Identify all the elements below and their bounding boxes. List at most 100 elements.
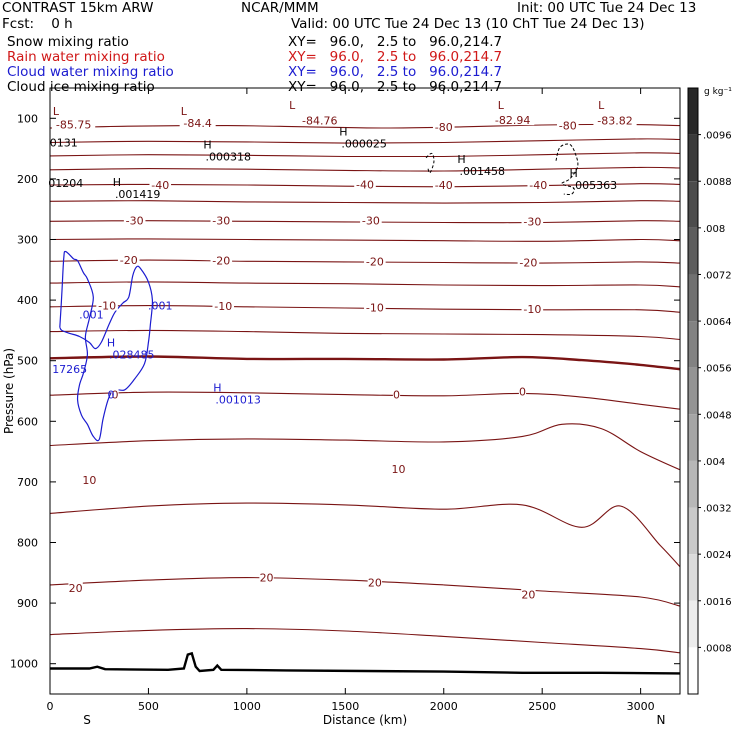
contour-label-bg bbox=[68, 581, 83, 593]
edge-label: 0 bbox=[108, 389, 115, 402]
y-tick-label: 800 bbox=[17, 537, 38, 550]
contour-label: -10 bbox=[523, 303, 541, 316]
contour-label: -30 bbox=[362, 215, 380, 228]
rain-xy: XY= 96.0, 2.5 to 96.0,214.7 bbox=[288, 49, 503, 65]
colorbar-tick-label: .0008 bbox=[703, 643, 732, 654]
contour-label-bg bbox=[111, 388, 119, 400]
x-axis-title: Distance (km) bbox=[323, 713, 407, 727]
contour-label: -80 bbox=[435, 121, 453, 134]
colorbar-swatch bbox=[688, 507, 698, 555]
extremum-value: .005363 bbox=[572, 179, 618, 192]
contour-label-bg bbox=[391, 463, 406, 475]
contour-label-bg bbox=[364, 255, 386, 267]
contour-label-bg bbox=[123, 214, 146, 226]
contour-label: -80 bbox=[559, 120, 577, 133]
colorbar-tick-label: .0064 bbox=[703, 317, 732, 328]
y-axis-title: Pressure (hPa) bbox=[2, 348, 16, 434]
contour-label: -20 bbox=[120, 254, 138, 267]
low-marker: L bbox=[289, 99, 296, 112]
extremum-value: .000025 bbox=[341, 138, 387, 151]
colorbar-swatch bbox=[688, 134, 698, 182]
contour-label-bg bbox=[210, 214, 233, 226]
contour-label: -84.76 bbox=[302, 115, 337, 128]
colorbar-tick-label: .004 bbox=[703, 457, 725, 468]
x-tick-label: 1000 bbox=[233, 700, 261, 713]
colorbar-tick-label: .0072 bbox=[703, 270, 732, 281]
forecast-hour: Fcst: 0 h bbox=[2, 16, 73, 32]
extremum-value: .001419 bbox=[115, 188, 161, 201]
contour-label-bg bbox=[259, 571, 274, 583]
contour-label: -10 bbox=[98, 300, 116, 313]
contour-label-bg bbox=[517, 256, 540, 268]
high-marker: H bbox=[213, 381, 221, 394]
high-marker: H bbox=[113, 176, 121, 189]
contour-label: 0 bbox=[111, 389, 118, 402]
colorbar-tick-label: .0048 bbox=[703, 410, 732, 421]
temperature-contour--70 bbox=[50, 138, 680, 144]
contour-label-bg bbox=[527, 178, 550, 190]
edge-label: 17265 bbox=[52, 363, 87, 376]
contour-label-bg bbox=[364, 301, 386, 313]
high-marker: H bbox=[107, 337, 115, 350]
contour-label-bg bbox=[149, 178, 172, 190]
contour-label: 0 bbox=[519, 386, 526, 399]
temperature-contour-10 bbox=[50, 423, 680, 471]
contour-label-bg bbox=[298, 114, 342, 126]
temperature-contour--80 bbox=[50, 123, 680, 129]
high-marker: H bbox=[339, 126, 347, 139]
snow-xy: XY= 96.0, 2.5 to 96.0,214.7 bbox=[288, 34, 503, 50]
colorbar-unit: g kg⁻¹ bbox=[704, 87, 732, 97]
contour-label-bg bbox=[96, 299, 118, 311]
contour-label-bg bbox=[521, 303, 544, 315]
y-tick-label: 1000 bbox=[10, 658, 38, 671]
colorbar-tick-label: .0032 bbox=[703, 504, 732, 515]
y-tick-label: 600 bbox=[17, 415, 38, 428]
temperature-contour-5 bbox=[50, 391, 680, 410]
colorbar-frame bbox=[687, 87, 699, 695]
x-tick-label: 1500 bbox=[331, 700, 359, 713]
contour-label-bg bbox=[367, 576, 383, 588]
temperature-contour-0 bbox=[50, 355, 680, 371]
cloud-ice-contour-1 bbox=[555, 143, 579, 196]
colorbar-swatch bbox=[688, 367, 698, 415]
high-marker: H bbox=[203, 138, 211, 151]
contour-label-bg bbox=[360, 214, 382, 226]
contour-label: 0 bbox=[393, 389, 400, 402]
rain-label: Rain water mixing ratio bbox=[7, 49, 165, 65]
colorbar-tick-label: .008 bbox=[703, 224, 725, 235]
colorbar-swatch bbox=[688, 600, 698, 648]
temperature-contour--35 bbox=[50, 200, 680, 204]
x-tick-label: 2000 bbox=[430, 700, 458, 713]
contour-label-bg bbox=[82, 474, 97, 486]
valid-time: Valid: 00 UTC Tue 24 Dec 13 (10 ChT Tue … bbox=[291, 16, 645, 32]
contour-label-bg bbox=[521, 588, 536, 600]
cloud-water-label: Cloud water mixing ratio bbox=[7, 64, 174, 80]
colorbar-swatch bbox=[688, 460, 698, 508]
colorbar-swatch bbox=[688, 227, 698, 275]
init-time: Init: 00 UTC Tue 24 Dec 13 bbox=[517, 0, 697, 16]
cloud-ice-xy: XY= 96.0, 2.5 to 96.0,214.7 bbox=[288, 79, 503, 95]
x-tick-label: 2500 bbox=[528, 700, 556, 713]
contour-label-bg bbox=[117, 254, 140, 266]
cloud-water-xy: XY= 96.0, 2.5 to 96.0,214.7 bbox=[288, 64, 503, 80]
contour-label: 20 bbox=[260, 572, 274, 585]
contour-label-bg bbox=[52, 118, 96, 130]
contour-label: -20 bbox=[519, 257, 537, 270]
contour-label: -30 bbox=[523, 215, 541, 228]
temperature-contour-15 bbox=[50, 502, 680, 568]
contour-label-bg bbox=[518, 385, 527, 397]
contour-label-bg bbox=[354, 178, 376, 190]
cloud-ice-contour-0 bbox=[425, 152, 435, 174]
contour-label: -30 bbox=[126, 215, 144, 228]
temperature-contour--50 bbox=[50, 166, 680, 172]
contour-label-bg bbox=[179, 117, 216, 129]
contour-label: 20 bbox=[368, 576, 382, 589]
y-tick-label: 700 bbox=[17, 476, 38, 489]
y-tick-label: 500 bbox=[17, 355, 38, 368]
colorbar-tick-label: .0096 bbox=[703, 131, 732, 142]
contour-label: -84.4 bbox=[183, 117, 211, 130]
contour-label: 20 bbox=[69, 582, 83, 595]
contour-label: 10 bbox=[391, 463, 405, 476]
low-marker: L bbox=[181, 105, 188, 118]
